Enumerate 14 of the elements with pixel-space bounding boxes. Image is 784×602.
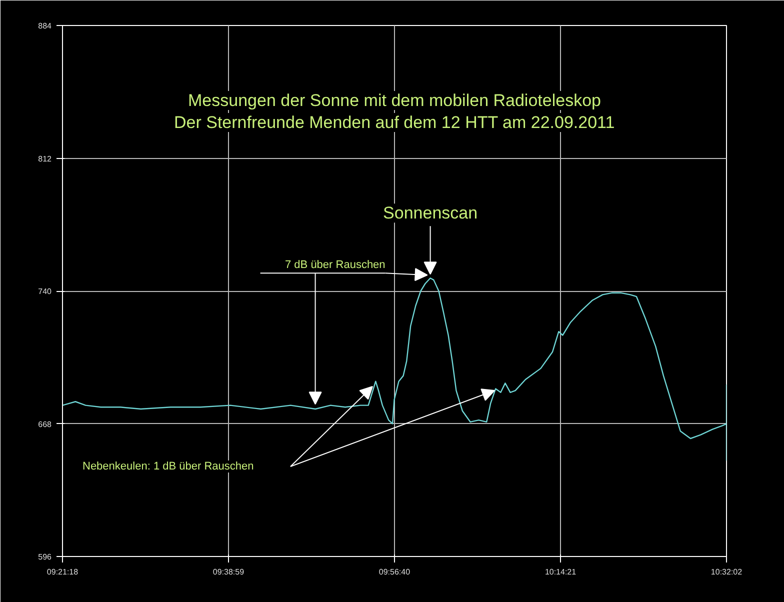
y-tick-label: 596	[38, 552, 52, 562]
annotation: Sonnenscan	[383, 204, 478, 223]
annotation: 7 dB über Rauschen	[285, 259, 386, 272]
x-tick-label: 09:21:18	[46, 568, 79, 576]
x-tick-label: 10:14:21	[544, 568, 577, 576]
y-tick-label: 668	[38, 420, 52, 429]
text: Messungen der Sonne mit dem mobilen Radioteleskop Der Sternfreunde Menden auf dem 12 HTT am 22.09.2011	[174, 91, 615, 132]
annotation: Nebenkeulen: 1 dB über Rauschen	[82, 460, 254, 472]
x-tick-label: 09:56:40	[378, 568, 411, 576]
y-tick-label: 884	[38, 22, 52, 30]
y-tick-label: 812	[38, 154, 52, 164]
x-tick-label: 10:32:02	[710, 568, 743, 576]
x-tick-label: 09:38:59	[212, 568, 245, 576]
y-tick-label: 740	[38, 287, 52, 296]
